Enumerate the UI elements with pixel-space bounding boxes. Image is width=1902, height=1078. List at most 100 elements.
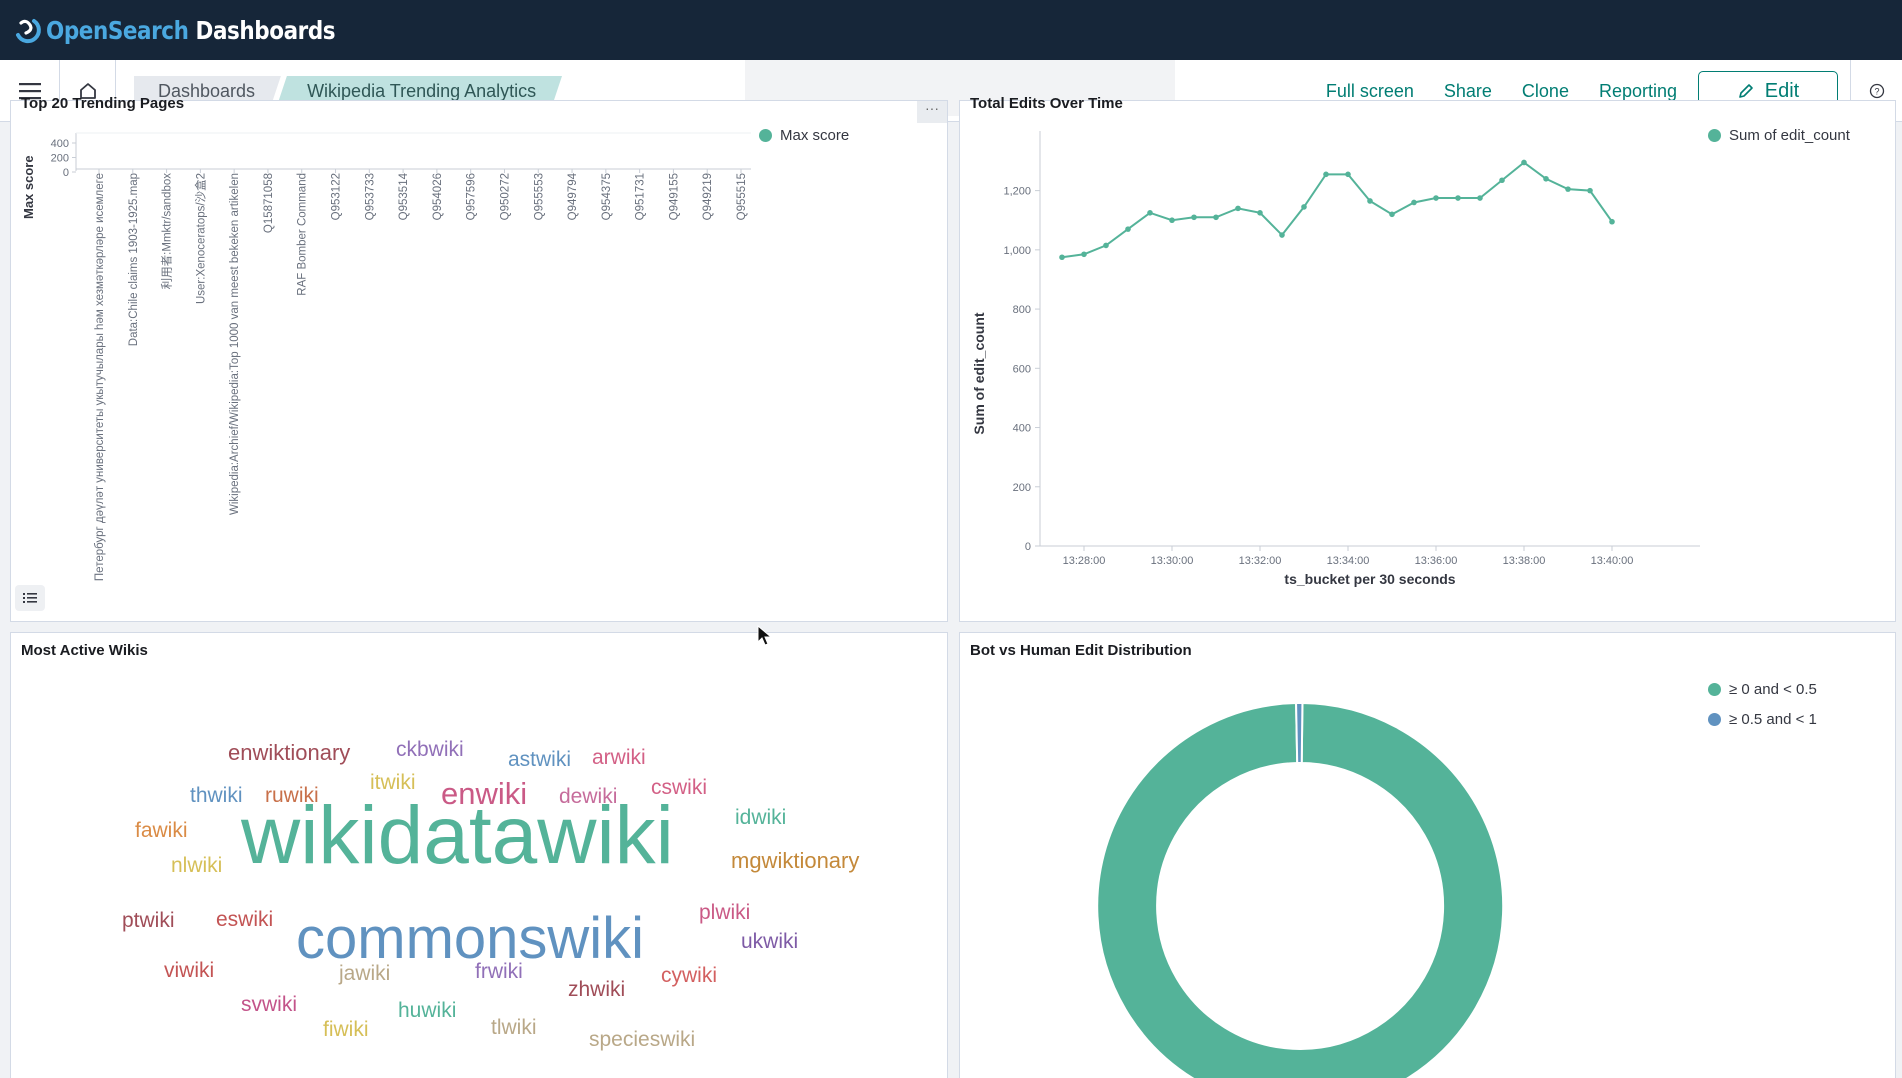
panel-total-edits-over-time: Total Edits Over Time 0 200 400 600 800 1,000… (959, 95, 1896, 622)
y-axis-title: Sum of edit_count (971, 312, 987, 434)
wiki-word-idwiki[interactable]: idwiki (735, 805, 787, 829)
wiki-word-ukwiki[interactable]: ukwiki (741, 929, 799, 953)
x-tick-label: Q953122 (331, 173, 343, 220)
wiki-word-jawiki[interactable]: jawiki (339, 961, 391, 985)
svg-text:?: ? (1874, 87, 1879, 97)
x-tick-label: Петербург дәүләт университеты укытучылар… (94, 173, 106, 581)
top-pages-chart: 400 200 0 Max score Петербург дәүләт универс… (21, 132, 751, 581)
wiki-word-arwiki[interactable]: arwiki (592, 745, 646, 769)
wiki-word-ckbwiki[interactable]: ckbwiki (396, 737, 464, 761)
data-point (1125, 226, 1131, 232)
wiki-word-dewiki[interactable]: dewiki (559, 784, 618, 808)
legend-dot (1708, 129, 1721, 142)
wiki-word-cswiki[interactable]: cswiki (651, 775, 707, 799)
panel-title: Total Edits Over Time (970, 95, 1123, 112)
x-tick-label: 13:28:00 (1063, 555, 1106, 567)
data-point (1609, 218, 1615, 225)
data-point (1433, 195, 1439, 201)
wiki-word-thwiki[interactable]: thwiki (190, 783, 243, 807)
x-tick-label: Data:Chile claims 1903-1925.map (128, 173, 140, 346)
y-tick-label: 1,200 (1003, 186, 1031, 198)
legend-sum-edit-count[interactable]: Sum of edit_count (1708, 127, 1850, 144)
data-point (1213, 214, 1219, 221)
menu-button[interactable] (0, 59, 60, 122)
panel-options-icon[interactable]: ··· (917, 101, 947, 123)
x-tick-label: Wikipedia:Archief/Wikipedia:Top 1000 van… (229, 173, 241, 515)
opensearch-dashboards-logo[interactable]: OpenSearch Dashboards (12, 15, 382, 45)
top-nav-actions: Full screen Share Clone Reporting Edit ? (1311, 60, 1902, 122)
y-tick-label: 600 (1013, 363, 1031, 375)
hamburger-menu-icon (18, 82, 41, 99)
legend-label: Sum of edit_count (1729, 127, 1850, 144)
data-point (1367, 198, 1373, 204)
data-point (1565, 186, 1571, 192)
word-cloud: wikidatawiki commonswiki enwiki enwiktionar… (11, 633, 949, 1078)
wiki-word-cywiki[interactable]: cywiki (661, 963, 717, 987)
wiki-word-enwiki[interactable]: enwiki (441, 775, 528, 811)
donut-slice (1096, 701, 1505, 1078)
legend-range-1[interactable]: ≥ 0.5 and < 1 (1708, 711, 1817, 728)
legend-toggle-button[interactable] (15, 585, 45, 611)
y-tick-label: 400 (1013, 423, 1031, 435)
legend-label: Max score (780, 127, 850, 144)
data-point (1103, 242, 1109, 249)
wiki-word-astwiki[interactable]: astwiki (508, 747, 572, 771)
x-tick-label: Q949155 (668, 173, 680, 220)
wiki-word-enwiktionary[interactable]: enwiktionary (228, 740, 351, 765)
wiki-word-eswiki[interactable]: eswiki (216, 907, 274, 931)
wiki-word-viwiki[interactable]: viwiki (164, 958, 215, 982)
wiki-word-fawiki[interactable]: fawiki (135, 818, 188, 842)
data-point (1081, 251, 1087, 258)
x-tick-label: 13:38:00 (1503, 555, 1546, 567)
wiki-word-tlwiki[interactable]: tlwiki (491, 1015, 537, 1039)
x-tick-label: Q949219 (702, 173, 714, 220)
data-point (1147, 210, 1153, 216)
wiki-word-svwiki[interactable]: svwiki (241, 992, 297, 1016)
wiki-word-ptwiki[interactable]: ptwiki (122, 908, 175, 932)
data-point (1411, 199, 1417, 206)
pencil-icon (1738, 84, 1753, 98)
mouse-cursor-icon (757, 625, 773, 646)
wiki-word-mgwiktionary[interactable]: mgwiktionary (731, 848, 860, 873)
x-tick-label: Q954375 (601, 173, 613, 220)
data-point (1455, 195, 1461, 201)
wiki-word-plwiki[interactable]: plwiki (699, 900, 751, 924)
wiki-word-wikidatawiki[interactable]: wikidatawiki (241, 790, 674, 881)
y-axis-title: Max score (21, 155, 36, 219)
x-tick-label: Q15871058 (263, 173, 275, 233)
wiki-word-nlwiki[interactable]: nlwiki (171, 853, 223, 877)
x-tick-label: Q957596 (466, 173, 478, 220)
panel-most-active-wikis: Most Active Wikis wikidatawiki commonswik… (10, 632, 948, 1078)
list-icon (23, 593, 37, 603)
x-tick-label: Q953514 (398, 172, 410, 220)
wiki-word-specieswiki[interactable]: specieswiki (589, 1027, 696, 1051)
opensearch-logo-icon (16, 19, 41, 44)
wiki-word-ruwiki[interactable]: ruwiki (265, 783, 319, 807)
x-axis-title: ts_bucket per 30 seconds (1284, 571, 1455, 587)
data-point (1543, 175, 1549, 182)
edit-label: Edit (1764, 79, 1800, 102)
legend-max-score[interactable]: Max score (759, 127, 849, 144)
wiki-word-huwiki[interactable]: huwiki (398, 998, 457, 1022)
top-header: OpenSearch Dashboards (0, 0, 1902, 60)
wiki-word-frwiki[interactable]: frwiki (475, 959, 523, 983)
data-point (1235, 205, 1241, 212)
legend-dot (1708, 713, 1721, 726)
panel-bot-vs-human: Bot vs Human Edit Distribution ≥ 0 and <… (959, 632, 1896, 1078)
clone-button[interactable]: Clone (1521, 80, 1569, 101)
x-tick-label: 13:30:00 (1151, 555, 1194, 567)
wiki-word-commonswiki[interactable]: commonswiki (296, 906, 645, 971)
home-button[interactable] (60, 59, 116, 122)
x-tick-label: Q950272 (499, 173, 511, 220)
share-button[interactable]: Share (1443, 80, 1492, 101)
wiki-word-zhwiki[interactable]: zhwiki (568, 977, 626, 1001)
wiki-word-fiwiki[interactable]: fiwiki (323, 1017, 369, 1041)
data-point (1521, 159, 1527, 166)
wiki-word-itwiki[interactable]: itwiki (370, 770, 416, 794)
reporting-button[interactable]: Reporting (1598, 80, 1677, 101)
full-screen-button[interactable]: Full screen (1325, 80, 1414, 101)
help-button[interactable]: ? (1850, 60, 1902, 122)
legend-range-0[interactable]: ≥ 0 and < 0.5 (1708, 681, 1817, 698)
home-icon (79, 82, 96, 99)
y-tick-label: 0 (63, 167, 69, 179)
